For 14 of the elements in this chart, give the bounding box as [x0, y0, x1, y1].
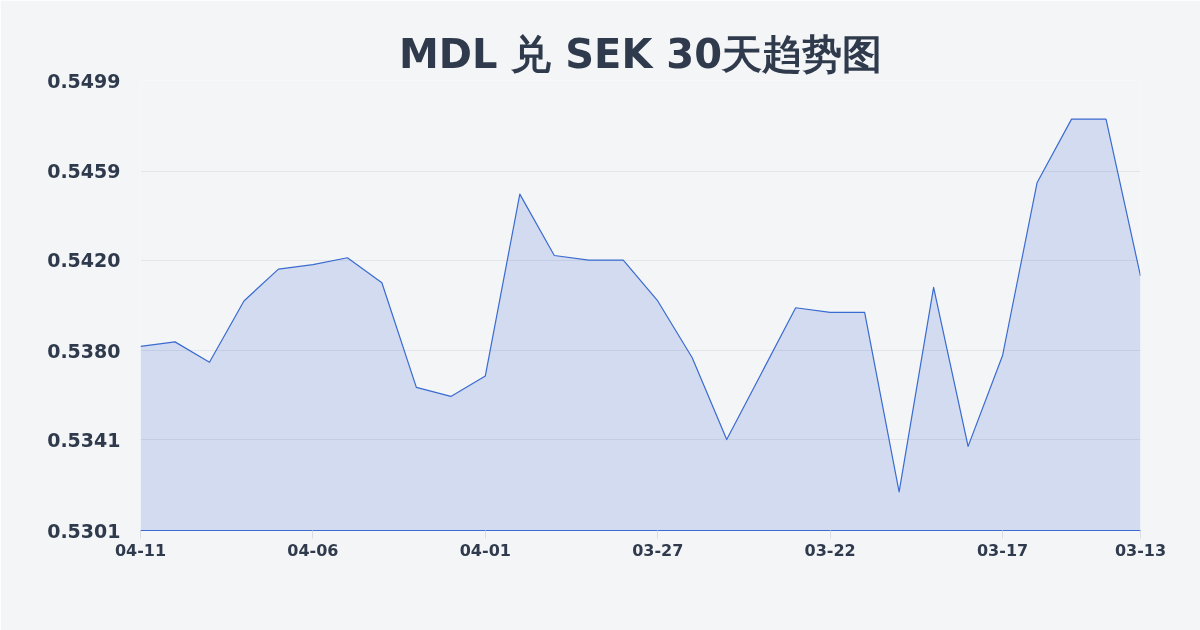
y-tick-label: 0.5459 [47, 160, 121, 183]
y-tick-label: 0.5499 [47, 69, 121, 92]
x-tick-label: 04-01 [459, 540, 511, 560]
x-tick-label: 03-27 [632, 540, 684, 560]
x-tick-label: 04-11 [114, 540, 167, 560]
y-tick-label: 0.5301 [47, 519, 121, 542]
y-tick-label: 0.5420 [47, 249, 121, 272]
x-tick-label: 03-17 [976, 540, 1029, 560]
y-tick-label: 0.5380 [47, 339, 121, 362]
x-tick-label: 03-13 [1114, 540, 1167, 560]
x-tick-label: 04-06 [287, 540, 339, 560]
x-tick-label: 03-22 [804, 540, 856, 560]
y-tick-label: 0.5341 [47, 428, 121, 451]
chart-title: MDL 兑 SEK 30天趋势图 [398, 30, 883, 77]
